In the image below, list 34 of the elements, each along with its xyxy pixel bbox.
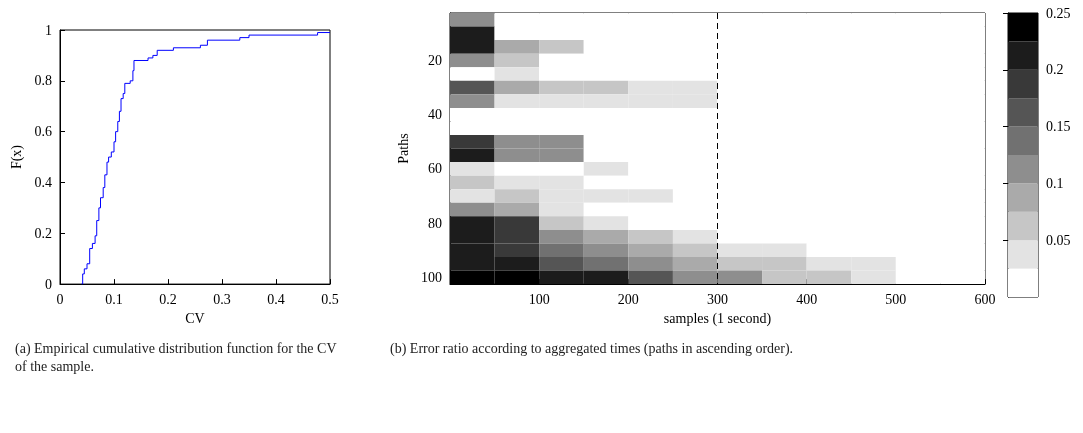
- y-axis-title: F(x): [9, 144, 26, 170]
- x-axis-title: samples (1 second): [663, 310, 772, 327]
- y-tick-label: 0: [45, 276, 52, 292]
- x-tick-label: 0.5: [321, 291, 339, 307]
- x-tick-label: 0.1: [105, 291, 123, 307]
- y-tick-label: 0.2: [34, 225, 52, 241]
- x-tick-label: 300: [707, 291, 728, 307]
- y-tick-label: 1: [45, 22, 52, 38]
- x-axis-title: CV: [185, 310, 205, 326]
- x-tick-label: 0.3: [213, 291, 231, 307]
- color-bar-label: 0.25: [1046, 5, 1071, 21]
- x-tick-label: 400: [796, 291, 818, 307]
- x-tick-label: 600: [974, 291, 996, 307]
- y-tick-label: 80: [428, 215, 442, 231]
- x-tick-label: 0.2: [159, 291, 177, 307]
- text: (a) Empirical cumulative distribution function for the CV of the sample.: [15, 340, 338, 376]
- y-axis-title: Paths: [395, 133, 411, 164]
- color-bar-label: 0.05: [1046, 232, 1071, 248]
- x-tick-label: 200: [617, 291, 639, 307]
- x-tick-label: 500: [885, 291, 907, 307]
- y-tick-label: 20: [428, 52, 442, 68]
- x-tick-label: 0.4: [267, 291, 285, 307]
- color-bar-label: 0.1: [1046, 175, 1064, 191]
- x-tick-label: 0: [56, 291, 64, 307]
- color-bar-label: 0.15: [1046, 119, 1071, 135]
- y-tick-label: 0.8: [34, 73, 52, 89]
- y-tick-label: 0.4: [34, 174, 52, 190]
- y-tick-label: 40: [428, 107, 442, 123]
- x-tick-label: 100: [528, 291, 550, 307]
- color-bar-label: 0.2: [1046, 62, 1064, 78]
- y-tick-label: 100: [421, 269, 442, 285]
- y-tick-label: 0.6: [34, 124, 52, 140]
- text: (b) Error ratio according to aggregated times (paths in ascending order).: [390, 340, 795, 358]
- y-tick-label: 60: [428, 161, 442, 177]
